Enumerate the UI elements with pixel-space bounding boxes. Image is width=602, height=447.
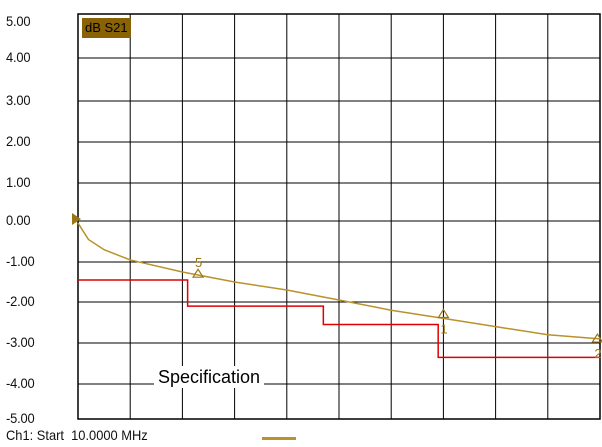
y-tick-label: 3.00 — [6, 92, 31, 108]
y-tick-label: -4.00 — [6, 375, 35, 391]
marker-label-2: 2 — [594, 346, 601, 361]
y-tick-label: -2.00 — [6, 293, 35, 309]
trace-s21-line — [77, 222, 601, 340]
marker-5 — [191, 268, 205, 278]
marker-1 — [437, 308, 450, 319]
channel-start-readout: Ch1: Start 10.0000 MHz — [6, 427, 148, 443]
marker-label-1: 1 — [440, 321, 447, 336]
plot-frame — [77, 13, 601, 420]
marker-label-5: 5 — [195, 255, 202, 270]
y-tick-label: -5.00 — [6, 410, 35, 426]
y-tick-label: 4.00 — [6, 49, 31, 65]
y-tick-label: 2.00 — [6, 133, 31, 149]
y-tick-label: -1.00 — [6, 253, 35, 269]
y-tick-label: 5.00 — [6, 13, 31, 29]
trace-label-badge[interactable]: dB S21 — [82, 18, 131, 38]
trace-legend-swatch — [262, 437, 296, 440]
specification-label: Specification — [154, 366, 265, 388]
y-tick-label: 1.00 — [6, 174, 31, 190]
specification-limit-line — [78, 279, 600, 359]
y-tick-label: 0.00 — [6, 212, 31, 228]
marker-2 — [591, 332, 602, 343]
reference-level-marker — [72, 213, 81, 225]
y-tick-label: -3.00 — [6, 334, 35, 350]
